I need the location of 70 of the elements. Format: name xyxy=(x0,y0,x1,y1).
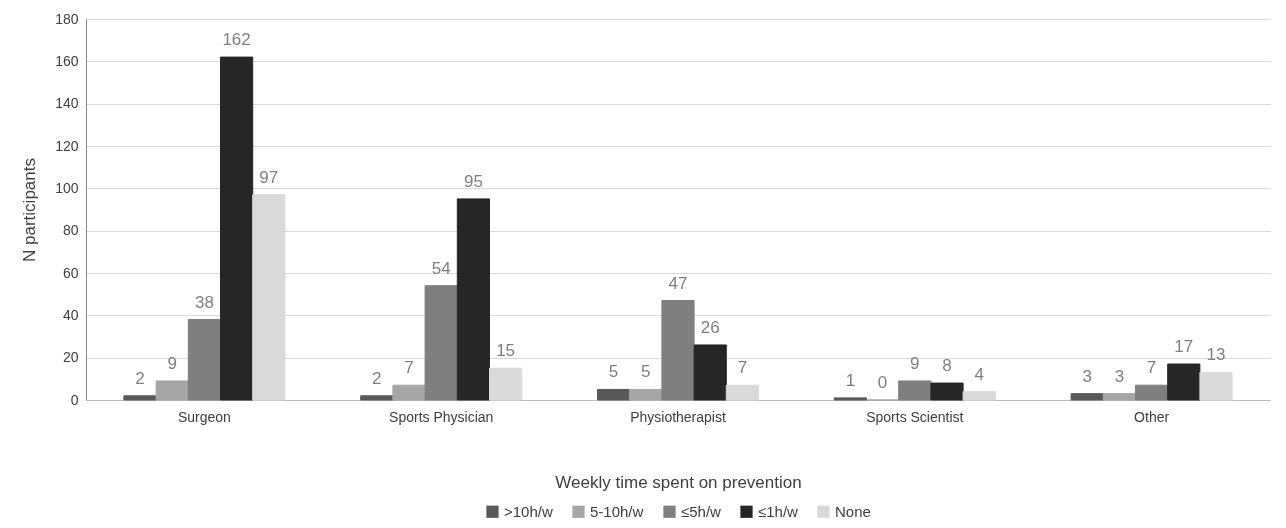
legend-label: >10h/w xyxy=(504,502,553,520)
bar xyxy=(1070,393,1104,401)
y-tick-label: 40 xyxy=(62,306,79,323)
data-label: 95 xyxy=(463,171,483,191)
data-label: 2 xyxy=(135,368,145,388)
bar xyxy=(930,382,964,401)
bar xyxy=(220,56,254,401)
bar xyxy=(489,367,523,401)
bar xyxy=(155,380,189,401)
data-label: 8 xyxy=(942,356,952,376)
y-axis-title: N participants xyxy=(20,158,40,262)
x-tick-label: Physiotherapist xyxy=(630,408,726,425)
data-label: 38 xyxy=(194,292,214,312)
legend-label: 5-10h/w xyxy=(590,502,644,520)
x-tick-label: Surgeon xyxy=(177,408,231,425)
data-label: 15 xyxy=(496,341,516,361)
legend-label: ≤5h/w xyxy=(681,502,722,520)
data-label: 7 xyxy=(737,358,748,378)
y-tick-label: 80 xyxy=(62,222,79,239)
x-axis-title: Weekly time spent on prevention xyxy=(555,472,802,492)
bar xyxy=(392,384,426,401)
data-label: 4 xyxy=(974,364,984,384)
data-label: 3 xyxy=(1082,366,1092,386)
y-tick-label: 60 xyxy=(62,264,79,281)
bar xyxy=(898,380,932,401)
bar xyxy=(596,388,631,401)
y-tick-label: 20 xyxy=(62,349,79,366)
data-label: 47 xyxy=(668,273,688,293)
x-tick-label: Sports Physician xyxy=(389,408,494,425)
data-label: 9 xyxy=(167,353,177,373)
data-label: 7 xyxy=(1146,358,1157,378)
data-label: 162 xyxy=(222,30,251,50)
data-label: 17 xyxy=(1174,337,1194,357)
legend-label: None xyxy=(835,502,871,520)
data-label: 7 xyxy=(404,358,414,378)
data-label: 9 xyxy=(910,353,920,373)
bar xyxy=(962,391,996,401)
bar xyxy=(833,397,867,401)
bar xyxy=(1102,393,1136,401)
data-label: 0 xyxy=(877,373,888,392)
x-tick-label: Sports Scientist xyxy=(866,408,964,425)
data-label: 26 xyxy=(700,317,720,337)
y-tick-label: 140 xyxy=(55,95,79,112)
data-label: 54 xyxy=(431,258,451,278)
x-tick-label: Other xyxy=(1134,408,1170,425)
bar xyxy=(1135,384,1169,401)
data-label: 1 xyxy=(845,370,856,390)
bar xyxy=(725,384,760,401)
bar xyxy=(661,300,695,401)
data-label: 13 xyxy=(1206,345,1226,365)
data-label: 2 xyxy=(372,368,382,388)
y-tick-label: 0 xyxy=(70,391,79,408)
data-label: 5 xyxy=(608,362,619,382)
y-tick-label: 180 xyxy=(55,10,79,27)
bar xyxy=(1167,363,1201,401)
bar xyxy=(123,395,157,401)
bar xyxy=(187,319,221,401)
legend-label: ≤1h/w xyxy=(758,502,799,520)
data-label: 97 xyxy=(259,167,279,187)
bar xyxy=(693,344,727,401)
bar xyxy=(456,198,491,401)
bar xyxy=(1199,371,1233,401)
bar xyxy=(360,395,394,401)
y-tick-label: 160 xyxy=(55,52,79,69)
bar xyxy=(424,285,458,401)
data-label: 3 xyxy=(1114,366,1125,386)
bar xyxy=(629,388,663,401)
y-tick-label: 100 xyxy=(55,179,79,196)
y-tick-label: 120 xyxy=(55,137,79,154)
data-label: 5 xyxy=(641,362,651,382)
